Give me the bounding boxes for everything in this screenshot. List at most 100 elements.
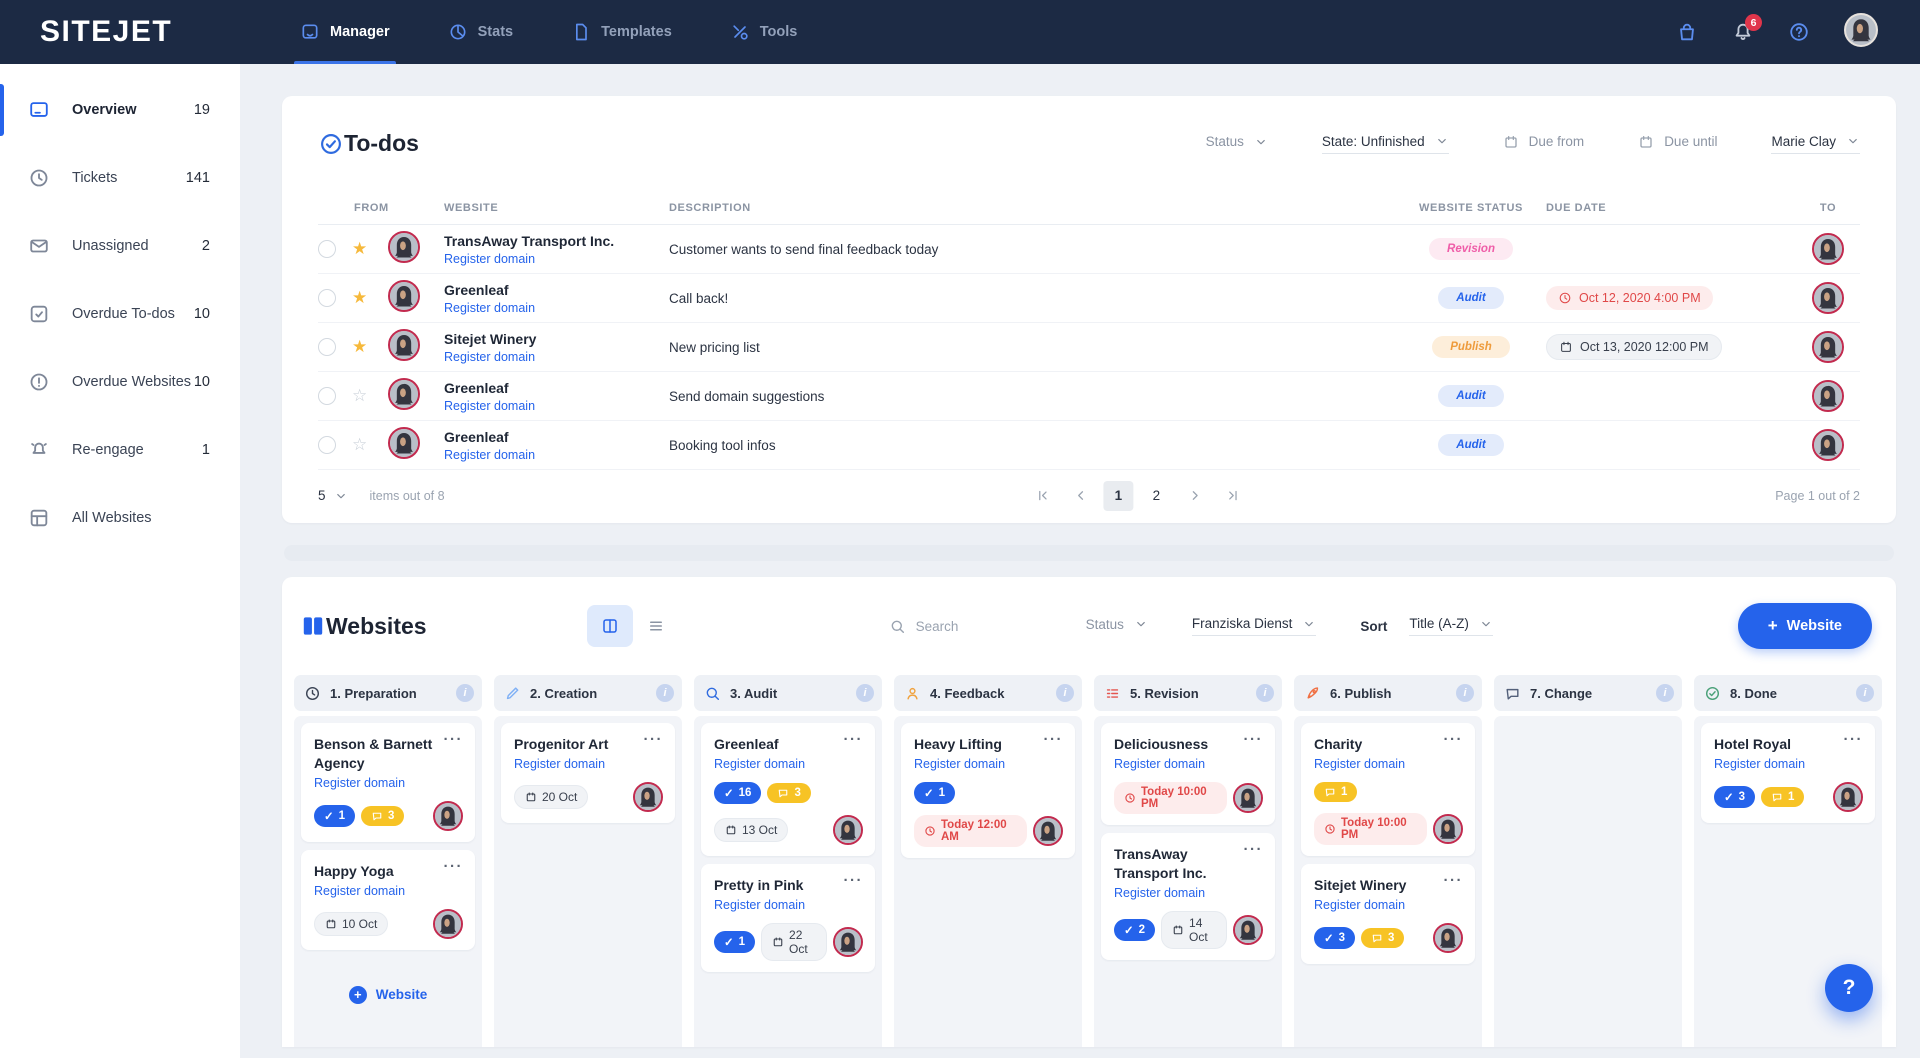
to-avatar[interactable] [1812, 233, 1844, 265]
card-avatar[interactable] [1833, 781, 1863, 812]
info-icon[interactable]: i [456, 684, 474, 702]
card-menu-icon[interactable]: ··· [843, 871, 863, 889]
search-input[interactable] [915, 618, 1026, 634]
card-menu-icon[interactable]: ··· [1443, 871, 1463, 889]
to-avatar[interactable] [1812, 429, 1844, 461]
info-icon[interactable]: i [1256, 684, 1274, 702]
register-domain-link[interactable]: Register domain [1114, 885, 1206, 900]
card-avatar[interactable] [433, 800, 463, 831]
card-menu-icon[interactable]: ··· [1043, 731, 1063, 748]
notifications-icon[interactable]: 6 [1732, 14, 1762, 43]
horizontal-scrollbar-track[interactable] [284, 545, 1894, 561]
website-card-heavy-lifting[interactable]: Heavy Lifting ··· Register domain ✓ 1 Today 1… [901, 723, 1075, 858]
due-from-filter[interactable]: Due from [1503, 134, 1584, 154]
card-menu-icon[interactable]: ··· [1243, 731, 1263, 748]
next-page-button[interactable] [1179, 481, 1209, 511]
from-avatar[interactable] [388, 426, 420, 459]
website-card-sitejet-winery[interactable]: Sitejet Winery ··· Register domain ✓ 3 3 [1301, 863, 1475, 964]
state-filter-dropdown[interactable]: State: Unfinished [1321, 134, 1449, 154]
lane-add-website-button[interactable]: + Website [301, 985, 475, 1004]
from-avatar[interactable] [388, 377, 420, 410]
sidebar-item-re-engage[interactable]: Re-engage 1 [0, 418, 240, 482]
website-card-charity[interactable]: Charity ··· Register domain 1 Today 10:00 PM [1301, 723, 1475, 856]
star-icon[interactable]: ☆ [352, 386, 368, 405]
nav-tab-manager[interactable]: Manager [294, 0, 396, 64]
register-domain-link[interactable]: Register domain [1314, 897, 1406, 912]
add-website-button[interactable]: + Website [1737, 603, 1872, 649]
website-card-happy-yoga[interactable]: Happy Yoga ··· Register domain 10 Oct [301, 849, 475, 950]
sidebar-item-overview[interactable]: Overview 19 [0, 78, 240, 142]
sort-dropdown[interactable]: Title (A-Z) [1409, 616, 1493, 636]
register-domain-link[interactable]: Register domain [1114, 756, 1206, 771]
register-domain-link[interactable]: Register domain [1314, 756, 1406, 771]
sidebar-item-tickets[interactable]: Tickets 141 [0, 146, 240, 210]
user-avatar[interactable] [1844, 12, 1878, 52]
list-view-button[interactable] [633, 605, 679, 647]
website-card-progenitor-art[interactable]: Progenitor Art ··· Register domain 20 Oct [501, 723, 675, 823]
website-assignee-dropdown[interactable]: Franziska Dienst [1191, 616, 1317, 636]
register-domain-link[interactable]: Register domain [444, 300, 536, 315]
nav-tab-templates[interactable]: Templates [571, 0, 672, 64]
card-avatar[interactable] [1033, 815, 1063, 846]
to-avatar[interactable] [1812, 380, 1844, 412]
card-menu-icon[interactable]: ··· [843, 731, 863, 748]
previous-page-button[interactable] [1065, 481, 1095, 511]
nav-tab-tools[interactable]: Tools [730, 0, 797, 64]
star-icon[interactable]: ★ [352, 337, 368, 356]
register-domain-link[interactable]: Register domain [714, 897, 806, 912]
register-domain-link[interactable]: Register domain [444, 447, 536, 462]
register-domain-link[interactable]: Register domain [914, 756, 1006, 771]
card-avatar[interactable] [1433, 813, 1463, 844]
info-icon[interactable]: i [656, 684, 674, 702]
page-button-1[interactable]: 1 [1103, 480, 1134, 511]
help-icon[interactable] [1788, 21, 1810, 43]
todo-checkbox[interactable] [318, 387, 336, 405]
website-status-dropdown[interactable]: Status [1086, 617, 1148, 636]
website-card-greenleaf[interactable]: Greenleaf ··· Register domain ✓ 16 3 13 Oct [701, 723, 875, 856]
card-menu-icon[interactable]: ··· [1843, 731, 1863, 748]
card-avatar[interactable] [1233, 914, 1263, 945]
topbar-avatar-image[interactable] [1844, 12, 1878, 47]
register-domain-link[interactable]: Register domain [514, 756, 606, 771]
info-icon[interactable]: i [1456, 684, 1474, 702]
sidebar-item-overdue-to-dos[interactable]: Overdue To-dos 10 [0, 282, 240, 346]
website-card-transaway-transport-inc[interactable]: TransAway Transport Inc. ··· Register doma… [1101, 832, 1275, 960]
card-menu-icon[interactable]: ··· [443, 731, 463, 748]
card-menu-icon[interactable]: ··· [443, 857, 463, 875]
website-card-benson-barnett-agency[interactable]: Benson & Barnett Agency ··· Register domai… [301, 723, 475, 842]
register-domain-link[interactable]: Register domain [714, 756, 806, 771]
card-avatar[interactable] [833, 926, 863, 957]
register-domain-link[interactable]: Register domain [444, 349, 536, 364]
nav-tab-stats[interactable]: Stats [448, 0, 513, 64]
todo-checkbox[interactable] [318, 436, 336, 454]
card-avatar[interactable] [433, 908, 463, 939]
website-card-hotel-royal[interactable]: Hotel Royal ··· Register domain ✓ 3 1 [1701, 723, 1875, 823]
card-avatar[interactable] [1233, 782, 1263, 813]
info-icon[interactable]: i [1056, 684, 1074, 702]
website-card-deliciousness[interactable]: Deliciousness ··· Register domain Today 10:… [1101, 723, 1275, 825]
star-icon[interactable]: ★ [352, 239, 368, 258]
first-page-button[interactable] [1027, 481, 1057, 511]
star-icon[interactable]: ★ [352, 288, 368, 307]
card-avatar[interactable] [833, 814, 863, 845]
todo-checkbox[interactable] [318, 289, 336, 307]
help-fab-button[interactable]: ? [1825, 964, 1873, 1012]
page-button-2[interactable]: 2 [1152, 488, 1161, 503]
to-avatar[interactable] [1812, 282, 1844, 314]
marketplace-icon[interactable] [1676, 21, 1698, 43]
info-icon[interactable]: i [1856, 684, 1874, 702]
from-avatar[interactable] [388, 279, 420, 312]
sidebar-item-all-websites[interactable]: All Websites [0, 486, 240, 550]
info-icon[interactable]: i [856, 684, 874, 702]
card-menu-icon[interactable]: ··· [643, 731, 663, 748]
status-filter-dropdown[interactable]: Status [1206, 134, 1268, 153]
register-domain-link[interactable]: Register domain [444, 251, 536, 266]
card-menu-icon[interactable]: ··· [1443, 731, 1463, 748]
card-menu-icon[interactable]: ··· [1243, 840, 1263, 858]
register-domain-link[interactable]: Register domain [314, 775, 406, 790]
register-domain-link[interactable]: Register domain [314, 883, 406, 898]
sidebar-item-overdue-websites[interactable]: Overdue Websites 10 [0, 350, 240, 414]
todo-checkbox[interactable] [318, 338, 336, 356]
website-card-pretty-in-pink[interactable]: Pretty in Pink ··· Register domain ✓ 1 22 Oct [701, 863, 875, 972]
to-avatar[interactable] [1812, 331, 1844, 363]
